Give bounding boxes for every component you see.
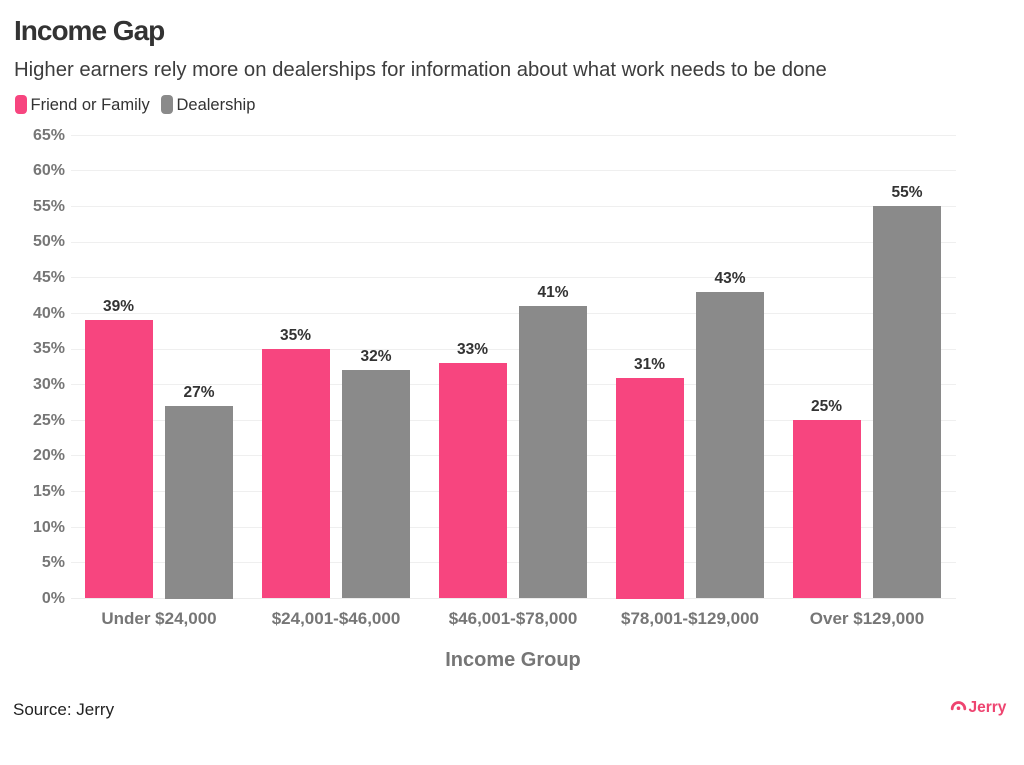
svg-text:Jerry: Jerry (969, 699, 1007, 716)
